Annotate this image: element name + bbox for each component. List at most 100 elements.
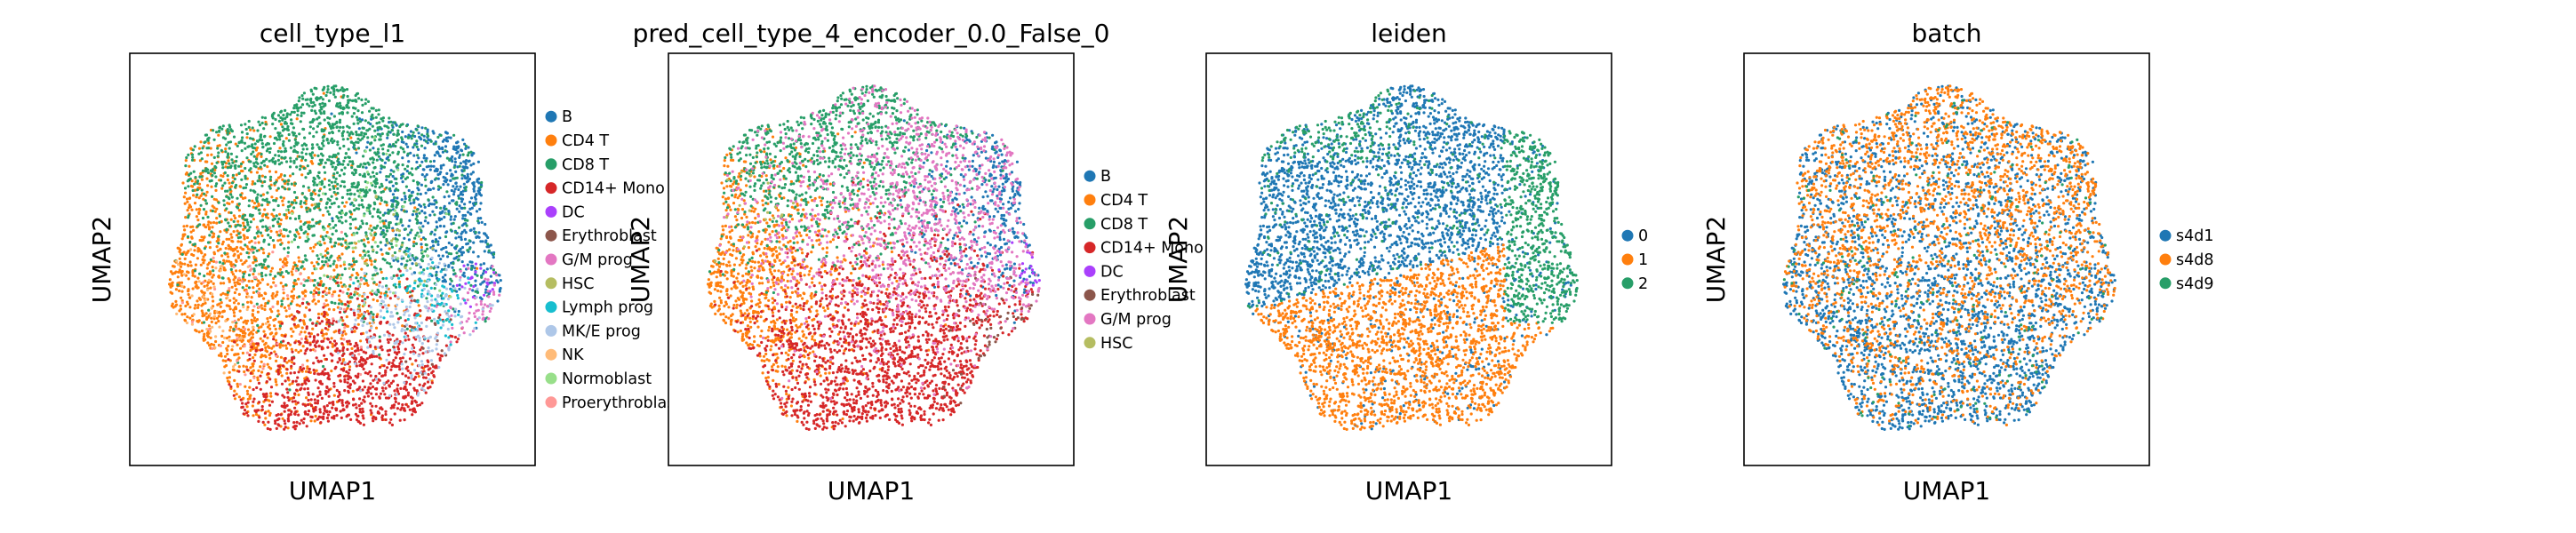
scatter-point xyxy=(178,289,181,292)
scatter-point xyxy=(311,234,315,237)
scatter-point xyxy=(268,378,272,381)
scatter-point xyxy=(264,120,268,124)
scatter-point xyxy=(332,290,336,294)
scatter-point xyxy=(337,129,340,132)
scatter-point xyxy=(378,121,381,124)
scatter-point xyxy=(297,277,300,281)
scatter-point xyxy=(383,293,387,297)
scatter-point xyxy=(371,245,374,249)
scatter-point xyxy=(435,177,438,180)
scatter-point xyxy=(207,227,212,231)
scatter-point xyxy=(375,251,379,254)
scatter-point xyxy=(244,365,248,369)
scatter-point xyxy=(355,276,358,280)
scatter-point xyxy=(257,279,260,282)
scatter-point xyxy=(276,423,280,426)
scatter-point xyxy=(452,145,456,148)
scatter-point xyxy=(328,205,332,209)
scatter-point xyxy=(201,238,205,242)
scatter-point xyxy=(187,271,190,274)
scatter-point xyxy=(396,347,401,351)
scatter-point xyxy=(356,189,360,193)
scatter-point xyxy=(326,275,330,279)
scatter-point xyxy=(393,251,396,255)
scatter-point xyxy=(236,236,240,240)
scatter-point xyxy=(388,348,392,352)
scatter-point xyxy=(430,362,434,366)
scatter-point xyxy=(345,106,349,109)
scatter-point xyxy=(463,286,467,290)
scatter-point xyxy=(203,274,206,278)
scatter-point xyxy=(418,135,421,139)
scatter-point xyxy=(458,283,461,287)
scatter-point xyxy=(263,411,267,415)
scatter-point xyxy=(297,99,300,103)
scatter-point xyxy=(353,345,356,348)
scatter-point xyxy=(305,147,309,151)
scatter-point xyxy=(381,219,385,223)
scatter-point xyxy=(240,131,244,134)
scatter-point xyxy=(305,210,309,213)
scatter-point xyxy=(204,160,207,163)
scatter-point xyxy=(280,109,284,113)
scatter-point xyxy=(420,243,423,246)
scatter-point xyxy=(327,212,332,216)
scatter-point xyxy=(254,349,258,353)
scatter-point xyxy=(345,88,349,91)
scatter-point xyxy=(276,290,279,294)
scatter-point xyxy=(388,262,392,266)
scatter-point xyxy=(284,160,289,163)
scatter-point xyxy=(201,169,205,172)
scatter-point xyxy=(239,346,243,350)
scatter-point xyxy=(362,243,366,246)
scatter-point xyxy=(378,371,381,375)
scatter-point xyxy=(384,243,388,247)
scatter-point xyxy=(473,312,476,315)
scatter-point xyxy=(322,415,325,418)
scatter-point xyxy=(344,332,348,336)
scatter-point xyxy=(426,247,429,251)
scatter-point xyxy=(389,406,393,410)
scatter-point xyxy=(314,243,317,246)
scatter-point xyxy=(200,329,204,333)
scatter-point xyxy=(248,357,252,361)
scatter-point xyxy=(448,320,452,323)
scatter-point xyxy=(356,388,359,392)
scatter-point xyxy=(479,240,483,243)
scatter-point xyxy=(279,355,283,359)
scatter-point xyxy=(431,210,435,213)
scatter-point xyxy=(289,217,292,220)
scatter-point xyxy=(278,327,282,330)
scatter-point xyxy=(357,360,362,363)
scatter-point xyxy=(443,262,446,266)
scatter-point xyxy=(212,155,216,159)
scatter-point xyxy=(435,343,438,346)
scatter-point xyxy=(443,204,446,208)
scatter-point xyxy=(273,350,276,354)
scatter-point xyxy=(441,284,444,288)
scatter-point xyxy=(423,250,428,253)
scatter-point xyxy=(489,306,493,310)
scatter-point xyxy=(264,355,268,359)
scatter-point xyxy=(305,197,308,201)
scatter-point xyxy=(479,217,483,220)
scatter-point xyxy=(427,309,430,313)
scatter-point xyxy=(433,233,436,236)
scatter-point xyxy=(263,116,268,120)
scatter-point xyxy=(386,338,389,341)
scatter-point xyxy=(458,278,462,282)
scatter-point xyxy=(292,294,296,298)
scatter-point xyxy=(323,129,326,132)
scatter-point xyxy=(369,142,372,146)
scatter-point xyxy=(425,318,428,322)
scatter-point xyxy=(396,312,399,315)
scatter-point xyxy=(435,201,438,204)
scatter-point xyxy=(252,129,256,132)
scatter-point xyxy=(427,188,430,192)
scatter-point xyxy=(283,419,286,423)
scatter-point xyxy=(386,229,389,233)
scatter-point xyxy=(259,387,262,391)
scatter-point xyxy=(395,351,398,354)
scatter-point xyxy=(212,299,215,303)
scatter-point xyxy=(463,274,467,278)
